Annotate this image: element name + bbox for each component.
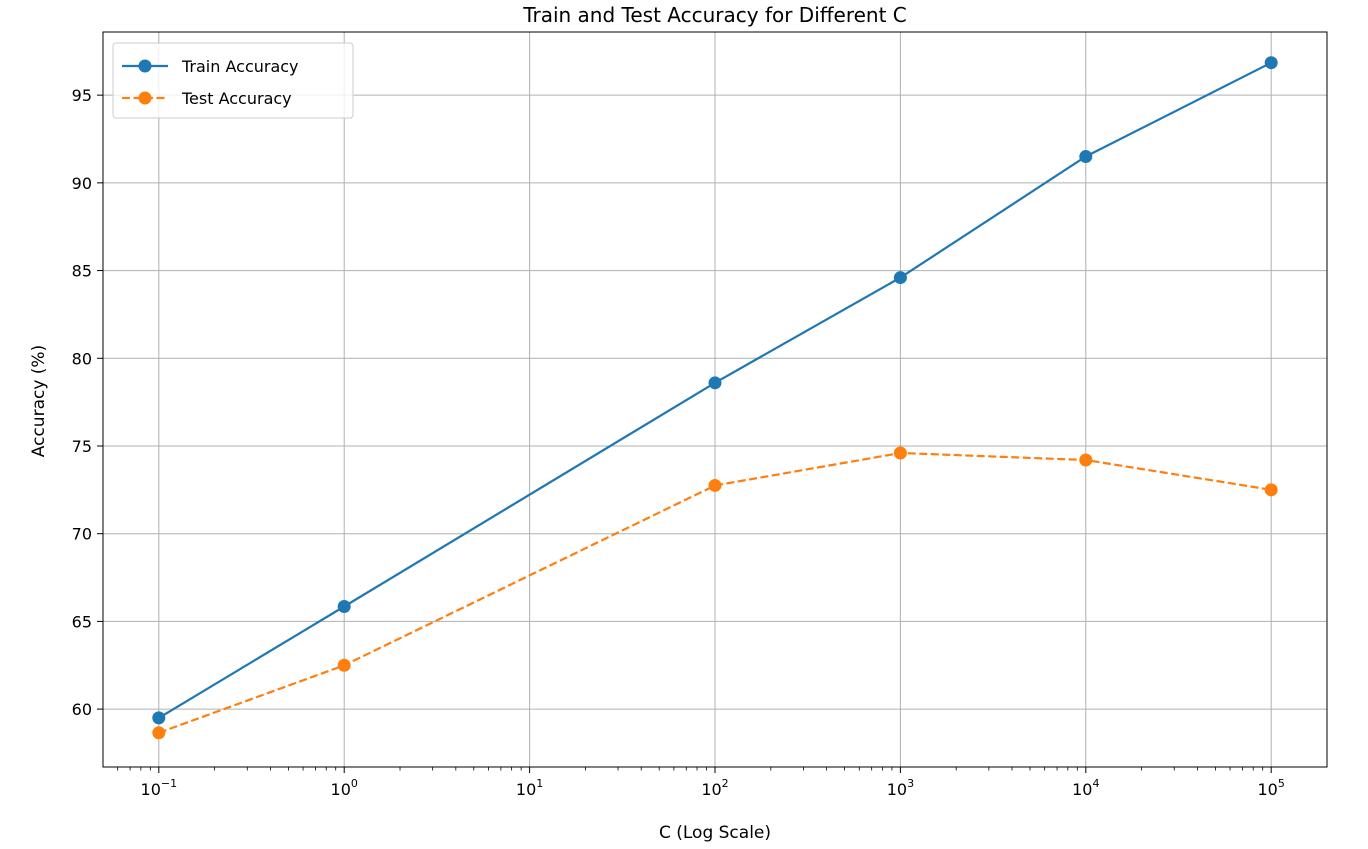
x-tick-label: 104	[1072, 777, 1099, 799]
series-layer	[152, 56, 1278, 740]
x-tick-base: 10	[331, 780, 351, 799]
y-tick-label: 85	[72, 262, 92, 281]
data-point	[708, 376, 722, 390]
x-tick-exponent: 5	[1278, 777, 1285, 790]
x-tick-label: 102	[701, 777, 728, 799]
data-point	[337, 599, 351, 613]
x-tick-exponent: −1	[161, 777, 177, 790]
x-tick-label: 100	[331, 777, 358, 799]
data-point	[1079, 453, 1093, 467]
x-tick-exponent: 2	[722, 777, 729, 790]
y-tick-label: 65	[72, 612, 92, 631]
data-point	[893, 271, 907, 285]
plot-frame	[102, 31, 1328, 768]
x-tick-exponent: 4	[1092, 777, 1099, 790]
y-tick-label: 80	[72, 349, 92, 368]
x-tick-label: 101	[516, 777, 543, 799]
legend: Train Accuracy Test Accuracy	[112, 42, 354, 119]
series-line	[158, 451, 1272, 734]
data-point	[708, 478, 722, 492]
x-tick-label: 105	[1258, 777, 1285, 799]
x-tick-base: 10	[887, 780, 907, 799]
data-point	[1264, 56, 1278, 70]
x-tick-exponent: 1	[536, 777, 543, 790]
y-tick-label: 90	[72, 174, 92, 193]
y-axis-label: Accuracy (%)	[29, 345, 49, 457]
x-tick-base: 10	[141, 780, 161, 799]
grid	[103, 32, 1327, 767]
data-point	[893, 446, 907, 460]
data-point	[152, 711, 166, 725]
x-tick-base: 10	[701, 780, 721, 799]
x-tick-base: 10	[516, 780, 536, 799]
x-tick-base: 10	[1258, 780, 1278, 799]
legend-label: Test Accuracy	[181, 89, 292, 108]
x-minor-ticks	[117, 767, 1264, 771]
y-tick-label: 70	[72, 525, 92, 544]
x-axis-label: C (Log Scale)	[659, 823, 771, 843]
data-point	[1079, 150, 1093, 164]
legend-marker	[138, 59, 152, 73]
legend-label: Train Accuracy	[181, 57, 299, 76]
x-tick-label: 103	[887, 777, 914, 799]
data-point	[337, 658, 351, 672]
data-point	[152, 726, 166, 740]
x-tick-exponent: 0	[351, 777, 358, 790]
y-tick-label: 95	[72, 86, 92, 105]
chart-title: Train and Test Accuracy for Different C	[522, 3, 907, 27]
x-tick-base: 10	[1072, 780, 1092, 799]
x-tick-label: 10−1	[141, 777, 178, 799]
x-tick-exponent: 3	[907, 777, 914, 790]
y-tick-label: 60	[72, 700, 92, 719]
data-point	[1264, 483, 1278, 497]
y-tick-label: 75	[72, 437, 92, 456]
series-line	[158, 61, 1272, 719]
legend-marker	[138, 91, 152, 105]
legend-box	[112, 42, 354, 119]
